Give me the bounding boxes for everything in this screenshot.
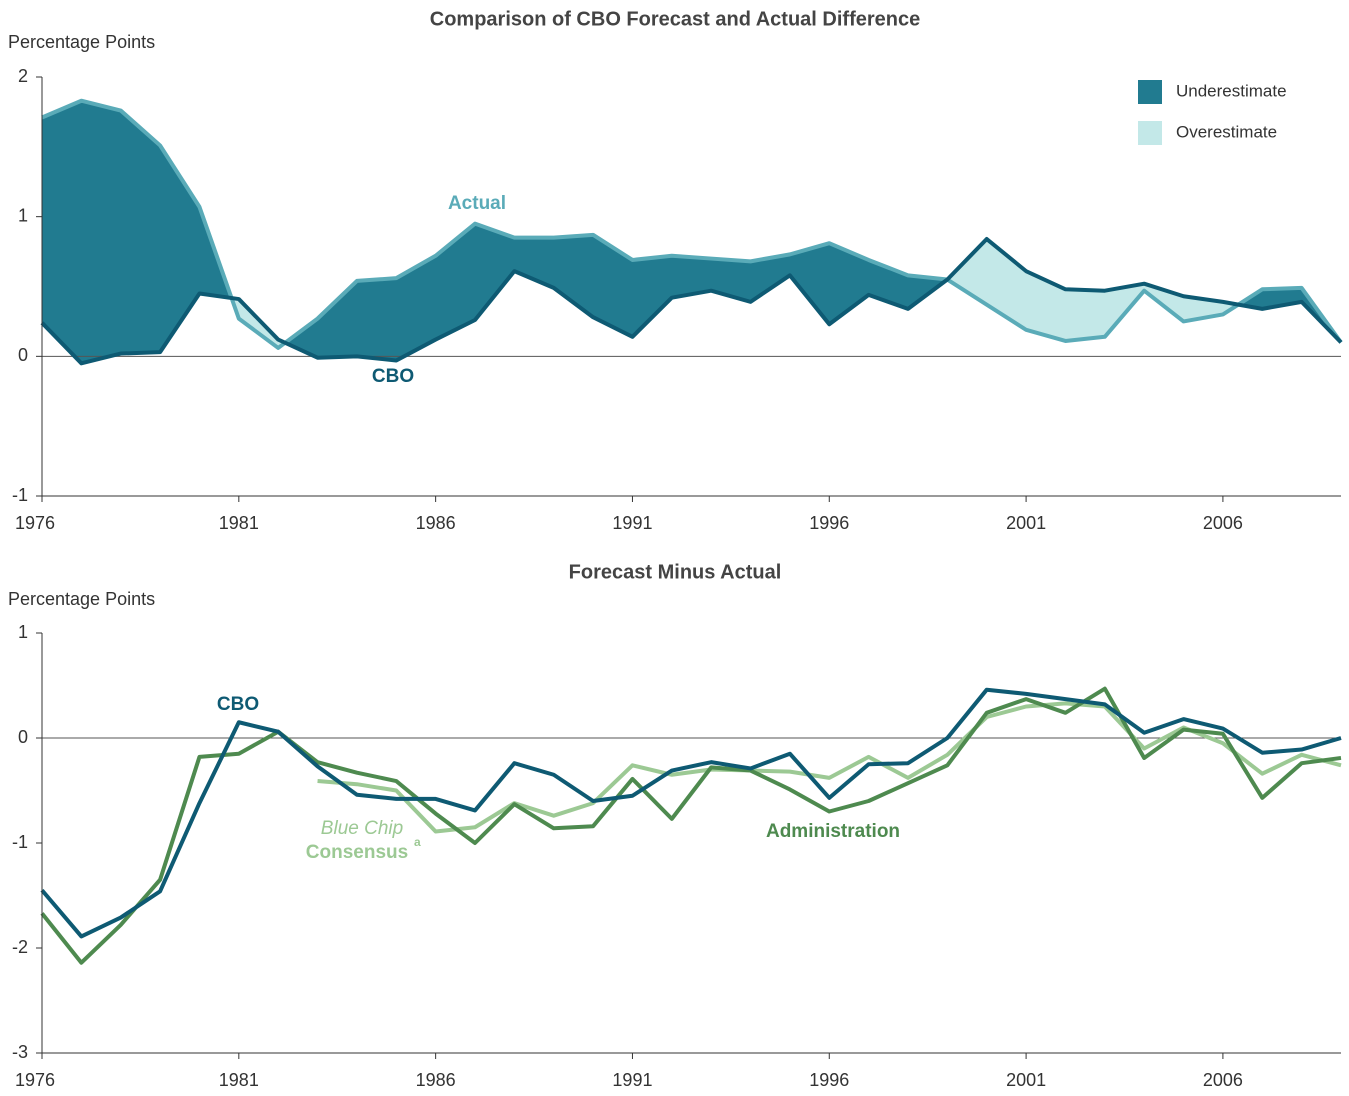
y-tick-label: -1 xyxy=(12,485,28,505)
y-tick-label: 0 xyxy=(18,727,28,747)
y-tick-label: 1 xyxy=(18,622,28,642)
series-label: CBO xyxy=(217,694,259,715)
x-tick-label: 1986 xyxy=(416,513,456,533)
y-tick-label: 0 xyxy=(18,345,28,365)
x-tick-label: 1981 xyxy=(219,1070,259,1090)
y-tick-label: -1 xyxy=(12,832,28,852)
y-tick-label: 2 xyxy=(18,66,28,86)
x-tick-label: 1981 xyxy=(219,513,259,533)
series-line xyxy=(40,237,1343,366)
x-tick-label: 1996 xyxy=(809,1070,849,1090)
series-line xyxy=(40,686,1342,965)
legend-label: Overestimate xyxy=(1176,122,1277,141)
legend-swatch xyxy=(1138,80,1162,104)
legend-label: Underestimate xyxy=(1176,81,1287,100)
legend-swatch xyxy=(1138,121,1162,145)
series-label-note: a xyxy=(414,835,421,849)
x-tick-label: 2001 xyxy=(1006,1070,1046,1090)
chart-title: Comparison of CBO Forecast and Actual Di… xyxy=(430,8,920,30)
series-label: Actual xyxy=(448,193,506,214)
y-tick-label: 1 xyxy=(18,205,28,225)
y-axis-label: Percentage Points xyxy=(8,589,155,609)
y-tick-label: -3 xyxy=(12,1042,28,1062)
chart-title: Forecast Minus Actual xyxy=(569,561,782,583)
series-label: Consensus xyxy=(306,842,408,863)
x-tick-label: 1996 xyxy=(809,513,849,533)
x-tick-label: 1986 xyxy=(416,1070,456,1090)
series-line xyxy=(317,701,1342,834)
y-axis-label: Percentage Points xyxy=(8,32,155,52)
x-tick-label: 2006 xyxy=(1203,513,1243,533)
series-line xyxy=(40,687,1342,939)
x-tick-label: 2001 xyxy=(1006,513,1046,533)
x-tick-label: 1976 xyxy=(15,513,55,533)
series-line xyxy=(41,98,1343,350)
x-tick-label: 1991 xyxy=(612,513,652,533)
x-tick-label: 1976 xyxy=(15,1070,55,1090)
x-tick-label: 1991 xyxy=(612,1070,652,1090)
series-label: Administration xyxy=(766,821,900,842)
series-label: CBO xyxy=(372,366,414,387)
x-tick-label: 2006 xyxy=(1203,1070,1243,1090)
y-tick-label: -2 xyxy=(12,937,28,957)
series-label-prefix: Blue Chip xyxy=(321,818,403,839)
